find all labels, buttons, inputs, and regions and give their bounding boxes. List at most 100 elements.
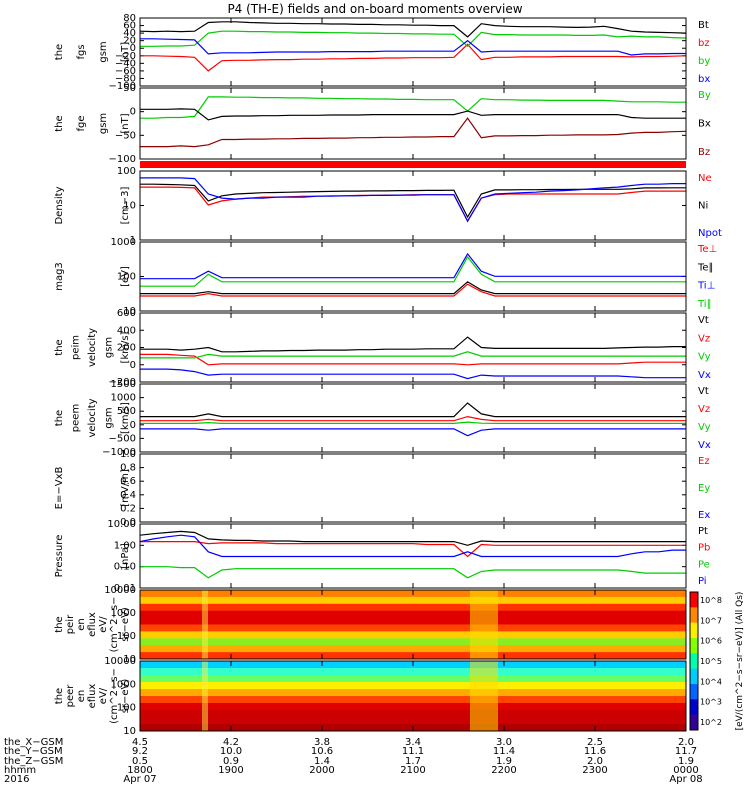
legend-peim-velocity-3: Vx bbox=[698, 370, 711, 381]
xaxis-value-1-4: 11.4 bbox=[493, 746, 515, 757]
xaxis-value-4-6: Apr 08 bbox=[669, 774, 702, 785]
ytick-fgs-6: −40 bbox=[115, 58, 136, 69]
series-line-fgs-1 bbox=[140, 43, 687, 72]
ylabel-pressure-0: Pressure bbox=[54, 535, 65, 578]
xaxis-row-label-2: the_Z−GSM bbox=[4, 756, 63, 767]
ytick-efield-2: 0.6 bbox=[120, 476, 136, 487]
legend-temperature-1: Te∥ bbox=[697, 262, 714, 273]
ylabel-peer-spectrogram-3: eflux bbox=[87, 684, 98, 709]
ylabel-pressure-1: [nPa] bbox=[120, 543, 131, 569]
xaxis-value-0-2: 3.8 bbox=[314, 737, 330, 748]
legend-fgs-2: by bbox=[698, 56, 710, 67]
ytick-peim-velocity-3: 0 bbox=[130, 360, 136, 371]
legend-pressure-1: Pb bbox=[698, 543, 710, 554]
panel-density: Density [cm−3] 100 10 1 Ne Ni Npot bbox=[54, 166, 722, 246]
ylabel-fgs-0: the bbox=[54, 44, 65, 60]
colorbar-tick-3: 10^5 bbox=[700, 657, 722, 666]
panel-peim-velocity: the peim velocity gsm [km/s] 600 400 200 0 −200 Vt… bbox=[54, 308, 711, 388]
ylabel-peir-spectrogram-6: sr−eV) bbox=[120, 607, 131, 642]
ytick-fge-2: −50 bbox=[115, 130, 136, 141]
legend-efield-1: Ey bbox=[698, 483, 710, 494]
legend-fge-1: Bx bbox=[698, 119, 711, 130]
xaxis-value-3-3: 2100 bbox=[400, 765, 425, 776]
xaxis-row-label-3: hhmm bbox=[4, 765, 36, 776]
xaxis-row-label-0: the_X−GSM bbox=[4, 737, 63, 748]
colorbar-segment bbox=[690, 622, 698, 639]
ytick-peir-spectrogram-0: 10000 bbox=[104, 585, 136, 596]
series-line-peim-velocity-0 bbox=[140, 336, 686, 353]
ylabel-peer-spectrogram-6: sr−eV) bbox=[120, 679, 131, 714]
ytick-pressure-1: 1.00 bbox=[114, 540, 136, 551]
ylabel-peir-spectrogram-2: en bbox=[76, 618, 87, 631]
series-line-density-1 bbox=[140, 183, 686, 219]
ytick-temperature-0: 1000 bbox=[111, 237, 136, 248]
spectrogram-band bbox=[140, 710, 686, 718]
legend-pressure-3: Pi bbox=[698, 576, 707, 587]
legend-density-1: Ni bbox=[698, 201, 708, 212]
ylabel-peer-spectrogram-2: en bbox=[76, 690, 87, 703]
legend-fge-2: Bz bbox=[698, 147, 710, 158]
spectrogram-band bbox=[140, 645, 686, 653]
xaxis-value-2-4: 1.9 bbox=[496, 756, 512, 767]
legend-efield-0: Ez bbox=[698, 456, 710, 467]
ytick-fgs-7: −60 bbox=[115, 66, 136, 77]
ytick-fgs-0: 80 bbox=[123, 13, 136, 24]
ytick-efield-0: 1.0 bbox=[120, 449, 136, 460]
ytick-efield-1: 0.8 bbox=[120, 463, 136, 474]
series-line-fgs-3 bbox=[140, 38, 686, 56]
legend-temperature-2: Ti⊥ bbox=[697, 281, 715, 292]
ylabel-peem-velocity-0: the bbox=[54, 410, 65, 426]
ylabel-peer-spectrogram-1: peer bbox=[65, 684, 76, 708]
ylabel-efield-0: E=−VxB bbox=[54, 467, 65, 510]
series-line-density-2 bbox=[140, 177, 686, 223]
spectrogram-band bbox=[140, 610, 686, 619]
xaxis-value-2-0: 0.5 bbox=[132, 756, 148, 767]
colorbar-segment bbox=[690, 638, 698, 654]
ytick-fgs-5: −20 bbox=[115, 51, 136, 62]
quality-flag-bar bbox=[140, 161, 686, 168]
panel-peer-spectrogram: the peer en eflux eV/(cm^2−s− sr−eV) 10000 1000… bbox=[54, 656, 687, 737]
ytick-peir-spectrogram-1: 1000 bbox=[111, 608, 136, 619]
xaxis-value-1-1: 10.0 bbox=[220, 746, 242, 757]
series-line-peem-velocity-1 bbox=[140, 415, 686, 422]
colorbar-segment bbox=[690, 714, 698, 731]
ylabel-fge-1: fge bbox=[76, 115, 87, 131]
ylabel-peim-velocity-1: peim bbox=[71, 335, 82, 360]
ytick-fge-0: 50 bbox=[123, 83, 136, 94]
ytick-peem-velocity-1: 1000 bbox=[111, 393, 136, 404]
legend-efield-2: Ex bbox=[698, 510, 710, 521]
ylabel-peer-spectrogram-0: the bbox=[54, 688, 65, 704]
colorbar-segment bbox=[690, 668, 698, 685]
ytick-efield-5: 0.0 bbox=[120, 517, 136, 528]
series-line-density-0 bbox=[140, 186, 686, 223]
ylabel-fge-2: gsm bbox=[98, 113, 109, 134]
ylabel-fgs-3: [nT] bbox=[120, 42, 131, 62]
xaxis-value-0-3: 3.4 bbox=[405, 737, 421, 748]
ylabel-peem-velocity-1: peem bbox=[71, 404, 82, 432]
ylabel-peir-spectrogram-5: (cm^2−s− bbox=[109, 597, 120, 653]
ytick-efield-4: 0.2 bbox=[120, 503, 136, 514]
ytick-efield-3: 0.4 bbox=[120, 490, 136, 501]
xaxis-value-0-1: 4.2 bbox=[223, 737, 239, 748]
xaxis-value-1-2: 10.6 bbox=[311, 746, 333, 757]
colorbar-tick-1: 10^7 bbox=[700, 616, 722, 625]
xaxis-row-label-1: the_Y−GSM bbox=[4, 746, 63, 757]
figure-title: P4 (TH-E) fields and on-board moments ov… bbox=[227, 2, 522, 16]
ytick-pressure-2: 0.10 bbox=[114, 562, 136, 573]
legend-peem-velocity-2: Vy bbox=[698, 422, 711, 433]
xaxis-value-1-5: 11.6 bbox=[584, 746, 606, 757]
ylabel-peer-spectrogram-5: (cm^2−s− bbox=[109, 668, 120, 724]
ytick-fgs-9: −100 bbox=[109, 81, 136, 92]
xaxis-value-3-0: 1800 bbox=[127, 765, 152, 776]
panel-peem-velocity: the peem velocity gsm [km/s] 1500 1000 500 0 −500… bbox=[54, 379, 711, 458]
xaxis-value-3-6: 0000 bbox=[673, 765, 698, 776]
colorbar-label: [eV/(cm^2−s−sr−eV)] (All Qs) bbox=[735, 592, 745, 731]
spectrogram-band bbox=[140, 703, 686, 711]
panel-frame bbox=[139, 87, 687, 160]
spectrogram-band bbox=[140, 624, 686, 632]
legend-pressure-0: Pt bbox=[698, 526, 708, 537]
legend-peem-velocity-0: Vt bbox=[698, 386, 709, 397]
spectrogram-band bbox=[140, 596, 686, 605]
xaxis-value-2-2: 1.4 bbox=[314, 756, 330, 767]
